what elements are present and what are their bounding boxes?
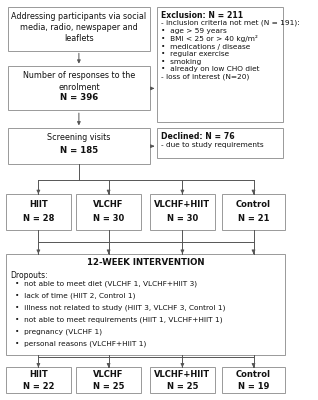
Text: N = 25: N = 25 xyxy=(167,382,198,391)
FancyBboxPatch shape xyxy=(8,7,150,50)
Text: •  illness not related to study (HIIT 3, VLCHF 3, Control 1): • illness not related to study (HIIT 3, … xyxy=(15,305,225,311)
Text: •  lack of time (HIIT 2, Control 1): • lack of time (HIIT 2, Control 1) xyxy=(15,293,135,299)
Text: VLCHF+HIIT: VLCHF+HIIT xyxy=(154,370,211,380)
Text: N = 22: N = 22 xyxy=(23,382,54,391)
FancyBboxPatch shape xyxy=(150,368,215,393)
FancyBboxPatch shape xyxy=(150,194,215,230)
FancyBboxPatch shape xyxy=(8,66,150,110)
FancyBboxPatch shape xyxy=(157,128,283,158)
FancyBboxPatch shape xyxy=(222,194,285,230)
Text: Exclusion: N = 211: Exclusion: N = 211 xyxy=(161,11,243,20)
Text: HIIT: HIIT xyxy=(29,200,48,209)
FancyBboxPatch shape xyxy=(8,128,150,164)
Text: •  pregnancy (VLCHF 1): • pregnancy (VLCHF 1) xyxy=(15,328,102,335)
Text: N = 19: N = 19 xyxy=(238,382,269,391)
Text: Number of responses to the
enrolment: Number of responses to the enrolment xyxy=(23,72,135,92)
FancyBboxPatch shape xyxy=(6,194,71,230)
Text: N = 21: N = 21 xyxy=(238,214,269,223)
FancyBboxPatch shape xyxy=(6,254,285,356)
Text: Screening visits: Screening visits xyxy=(47,133,111,142)
Text: N = 396: N = 396 xyxy=(60,93,98,102)
Text: •  personal reasons (VLCHF+HIIT 1): • personal reasons (VLCHF+HIIT 1) xyxy=(15,340,146,347)
Text: VLCHF: VLCHF xyxy=(93,370,124,380)
Text: Addressing participants via social
media, radio, newspaper and
leaflets: Addressing participants via social media… xyxy=(11,12,147,43)
Text: - due to study requirements: - due to study requirements xyxy=(161,142,263,148)
Text: HIIT: HIIT xyxy=(29,370,48,380)
Text: Declined: N = 76: Declined: N = 76 xyxy=(161,132,234,141)
FancyBboxPatch shape xyxy=(222,368,285,393)
Text: - inclusion criteria not met (N = 191):
•  age > 59 years
•  BMI < 25 or > 40 kg: - inclusion criteria not met (N = 191): … xyxy=(161,20,300,80)
Text: N = 30: N = 30 xyxy=(93,214,124,223)
Text: N = 185: N = 185 xyxy=(60,146,98,155)
Text: Control: Control xyxy=(236,200,271,209)
FancyBboxPatch shape xyxy=(157,7,283,122)
Text: Dropouts:: Dropouts: xyxy=(10,271,48,280)
Text: N = 28: N = 28 xyxy=(23,214,54,223)
Text: •  not able to meet requirements (HIIT 1, VLCHF+HIIT 1): • not able to meet requirements (HIIT 1,… xyxy=(15,316,223,323)
Text: Control: Control xyxy=(236,370,271,380)
FancyBboxPatch shape xyxy=(76,194,141,230)
Text: VLCHF+HIIT: VLCHF+HIIT xyxy=(154,200,211,209)
FancyBboxPatch shape xyxy=(6,368,71,393)
Text: 12-WEEK INTERVENTION: 12-WEEK INTERVENTION xyxy=(87,258,204,267)
FancyBboxPatch shape xyxy=(76,368,141,393)
Text: N = 30: N = 30 xyxy=(167,214,198,223)
Text: •  not able to meet diet (VLCHF 1, VLCHF+HIIT 3): • not able to meet diet (VLCHF 1, VLCHF+… xyxy=(15,281,197,287)
Text: VLCHF: VLCHF xyxy=(93,200,124,209)
Text: N = 25: N = 25 xyxy=(93,382,124,391)
